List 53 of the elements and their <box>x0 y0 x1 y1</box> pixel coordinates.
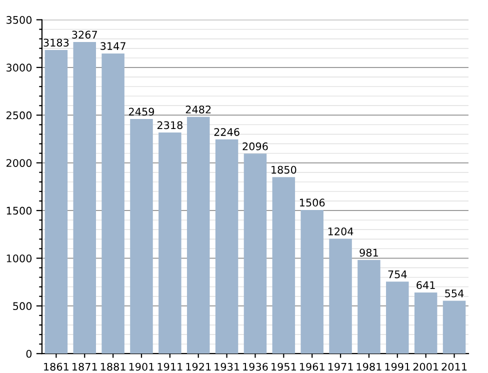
x-tick-label: 1931 <box>214 362 240 371</box>
x-tick-label: 1936 <box>243 362 268 371</box>
x-tick-label: 2011 <box>442 362 467 371</box>
x-tick-label: 1951 <box>272 362 296 371</box>
data-label: 3183 <box>44 38 69 47</box>
bar <box>215 139 238 354</box>
data-label: 1204 <box>328 227 354 236</box>
bar <box>414 292 438 354</box>
data-label: 2459 <box>128 108 154 116</box>
y-tick-label: 0 <box>26 350 32 358</box>
bar <box>130 119 153 354</box>
y-tick-label: 3000 <box>6 64 32 72</box>
bar <box>73 42 96 354</box>
x-tick-label: 1911 <box>158 362 182 371</box>
bar <box>272 177 296 354</box>
x-tick-label: 2001 <box>413 362 438 371</box>
x-tick-label: 1881 <box>100 362 126 371</box>
x-tick-label: 1861 <box>44 362 68 371</box>
y-tick-label: 2500 <box>6 111 32 120</box>
data-label: 554 <box>445 290 464 298</box>
bar <box>442 300 466 354</box>
bar <box>358 260 380 354</box>
bar <box>158 132 182 354</box>
data-label: 2246 <box>214 128 240 136</box>
y-tick-label: 3500 <box>6 16 32 24</box>
x-tick-label: 1961 <box>300 362 324 371</box>
data-label: 3267 <box>72 30 97 39</box>
x-tick-label: 1871 <box>72 362 97 371</box>
y-tick-label: 2000 <box>6 159 32 167</box>
bar <box>329 238 352 354</box>
data-label: 981 <box>360 248 378 257</box>
x-tick-label: 1991 <box>385 362 410 371</box>
data-label: 1850 <box>272 166 296 174</box>
data-label: 2096 <box>242 142 268 150</box>
x-tick-label: 1921 <box>186 362 211 371</box>
data-label: 1506 <box>300 198 325 207</box>
bar <box>386 282 409 354</box>
data-label: 754 <box>388 270 407 278</box>
y-tick-label: 1500 <box>6 206 32 215</box>
data-label: 641 <box>416 281 435 290</box>
y-tick-label: 1000 <box>6 254 32 262</box>
x-tick-label: 1981 <box>356 362 382 371</box>
data-label: 2318 <box>157 121 182 130</box>
bar <box>102 53 124 354</box>
y-tick-label: 500 <box>13 302 32 310</box>
x-tick-label: 1971 <box>328 362 353 371</box>
bar <box>300 210 324 354</box>
bar <box>186 116 210 354</box>
data-label: 3147 <box>100 42 126 50</box>
data-label: 2482 <box>186 106 211 114</box>
bar <box>244 154 267 354</box>
x-tick-label: 1901 <box>129 362 154 371</box>
bar <box>44 50 68 354</box>
